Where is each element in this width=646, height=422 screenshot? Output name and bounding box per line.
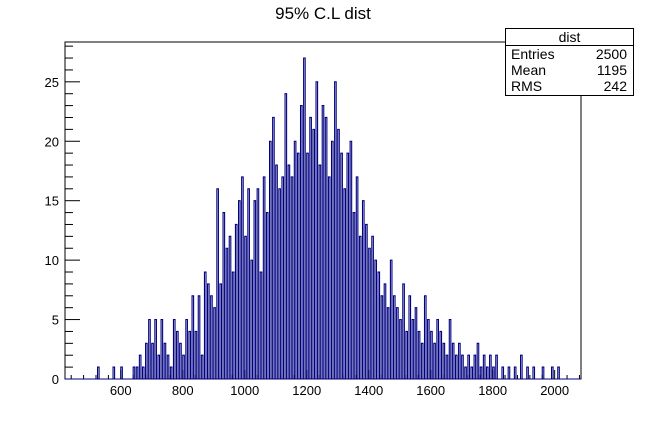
stats-label-mean: Mean <box>511 62 547 78</box>
y-tick-label: 5 <box>52 313 59 328</box>
y-tick-label: 20 <box>45 134 59 149</box>
stats-label-entries: Entries <box>511 46 555 62</box>
plot-frame <box>64 41 582 380</box>
x-tick-label: 1600 <box>416 383 445 398</box>
x-tick-label: 1200 <box>292 383 321 398</box>
y-tick-label: 25 <box>45 75 59 90</box>
stats-box-name: dist <box>506 29 633 46</box>
y-tick-label: 15 <box>45 194 59 209</box>
stats-value-rms: 242 <box>603 78 627 94</box>
x-tick-label: 2000 <box>540 383 569 398</box>
x-tick-label: 1000 <box>230 383 259 398</box>
histogram-series <box>65 57 581 380</box>
x-tick-label: 800 <box>172 383 194 398</box>
stats-value-mean: 1195 <box>596 62 627 78</box>
stats-row-rms: RMS 242 <box>506 78 633 94</box>
stats-value-entries: 2500 <box>595 46 627 62</box>
stats-label-rms: RMS <box>511 78 543 94</box>
x-tick-label: 1800 <box>478 383 507 398</box>
x-tick-label: 1400 <box>354 383 383 398</box>
x-tick-label: 600 <box>110 383 132 398</box>
stats-box: dist Entries 2500 Mean 1195 RMS 242 <box>505 28 634 96</box>
chart-title: 95% C.L dist <box>275 4 371 23</box>
y-tick-label: 0 <box>52 372 59 387</box>
stats-row-entries: Entries 2500 <box>506 46 633 62</box>
stats-row-mean: Mean 1195 <box>506 62 633 78</box>
y-tick-label: 10 <box>45 253 59 268</box>
